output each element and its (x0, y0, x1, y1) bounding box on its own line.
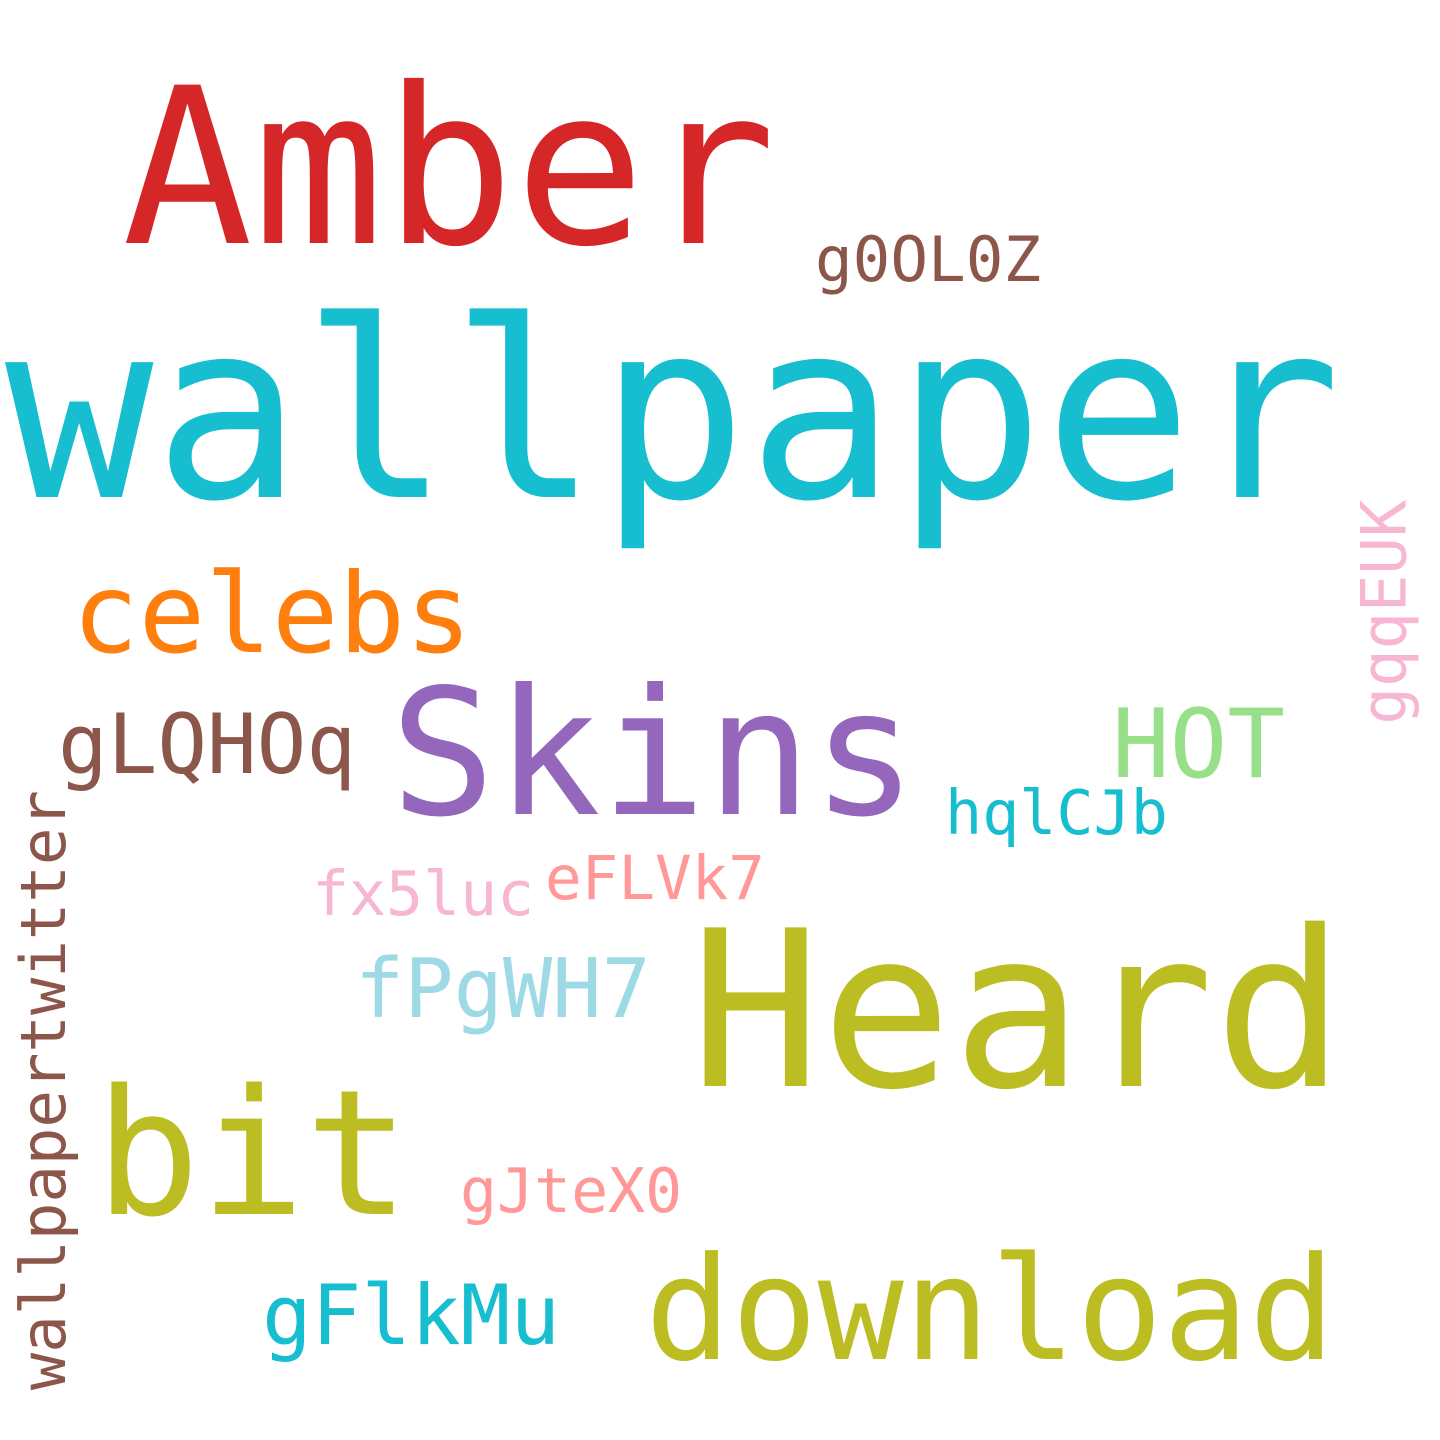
word-fpgwh7: fPgWH7 (355, 942, 651, 1038)
word-gjtex0: gJteX0 (460, 1155, 683, 1228)
word-glqhoq: gLQHOq (58, 696, 357, 793)
word-hqlcjb: hqlCJb (945, 777, 1168, 850)
word-hot: HOT (1112, 688, 1286, 801)
word-wallpapertwitter: wallpapertwitter (6, 789, 80, 1391)
word-celebs: celebs (72, 549, 472, 679)
word-skins: Skins (390, 652, 918, 857)
word-amber: Amber (122, 42, 777, 296)
word-wallpaper: wallpaper (5, 268, 1342, 556)
word-fx5luc: fx5luc (312, 858, 535, 931)
word-g0ol0z: g0OL0Z (815, 223, 1042, 297)
word-gflkmu: gFlkMu (262, 1268, 561, 1365)
word-heard: Heard (690, 885, 1346, 1139)
word-bit: bit (95, 1052, 410, 1256)
word-download: download (645, 1226, 1336, 1394)
word-gqqeuk: gqqEUK (1347, 499, 1421, 726)
word-eflvk7: eFLVk7 (545, 843, 765, 915)
